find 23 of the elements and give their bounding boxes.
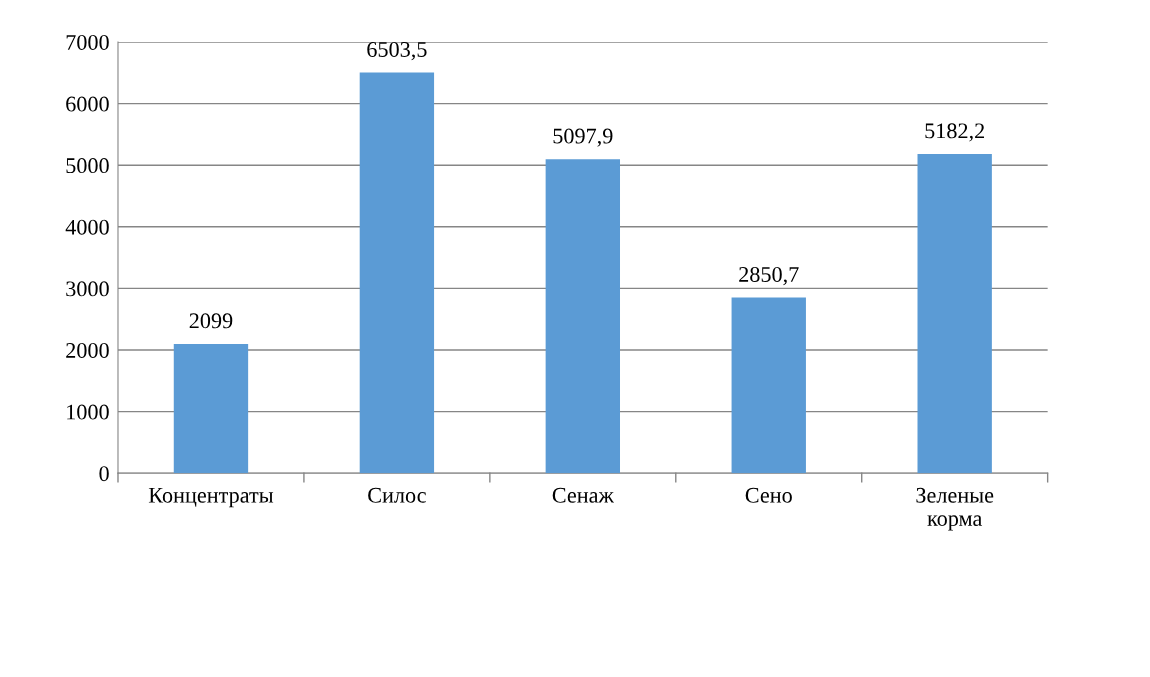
- y-tick-label: 5000: [66, 158, 109, 174]
- data-label: 6503,5: [367, 41, 427, 61]
- bar: [545, 159, 621, 474]
- data-label: 2850,7: [739, 266, 799, 286]
- x-tick-label: Сенаж: [552, 487, 614, 503]
- bar: [917, 153, 992, 474]
- x-tick-label: Зеленые корма: [916, 487, 994, 531]
- y-tick-label: 3000: [66, 281, 109, 297]
- y-tick-label: 6000: [66, 96, 109, 112]
- data-label: 5182,2: [925, 123, 985, 142]
- y-tick-label: 4000: [65, 219, 109, 235]
- x-tick-label: Силос: [368, 487, 426, 503]
- bar: [173, 343, 249, 474]
- x-tick-label: Сено: [745, 487, 792, 503]
- y-tick-label: 1000: [67, 404, 109, 420]
- data-label: 2099: [189, 313, 233, 329]
- y-tick-label: 2000: [66, 342, 109, 358]
- data-label: 5097,9: [553, 128, 613, 147]
- bar: [359, 72, 435, 474]
- x-tick-label: Концентраты: [148, 487, 274, 508]
- y-tick-label: 7000: [66, 34, 109, 50]
- bar: [731, 297, 806, 474]
- y-tick-label: 0: [99, 466, 109, 482]
